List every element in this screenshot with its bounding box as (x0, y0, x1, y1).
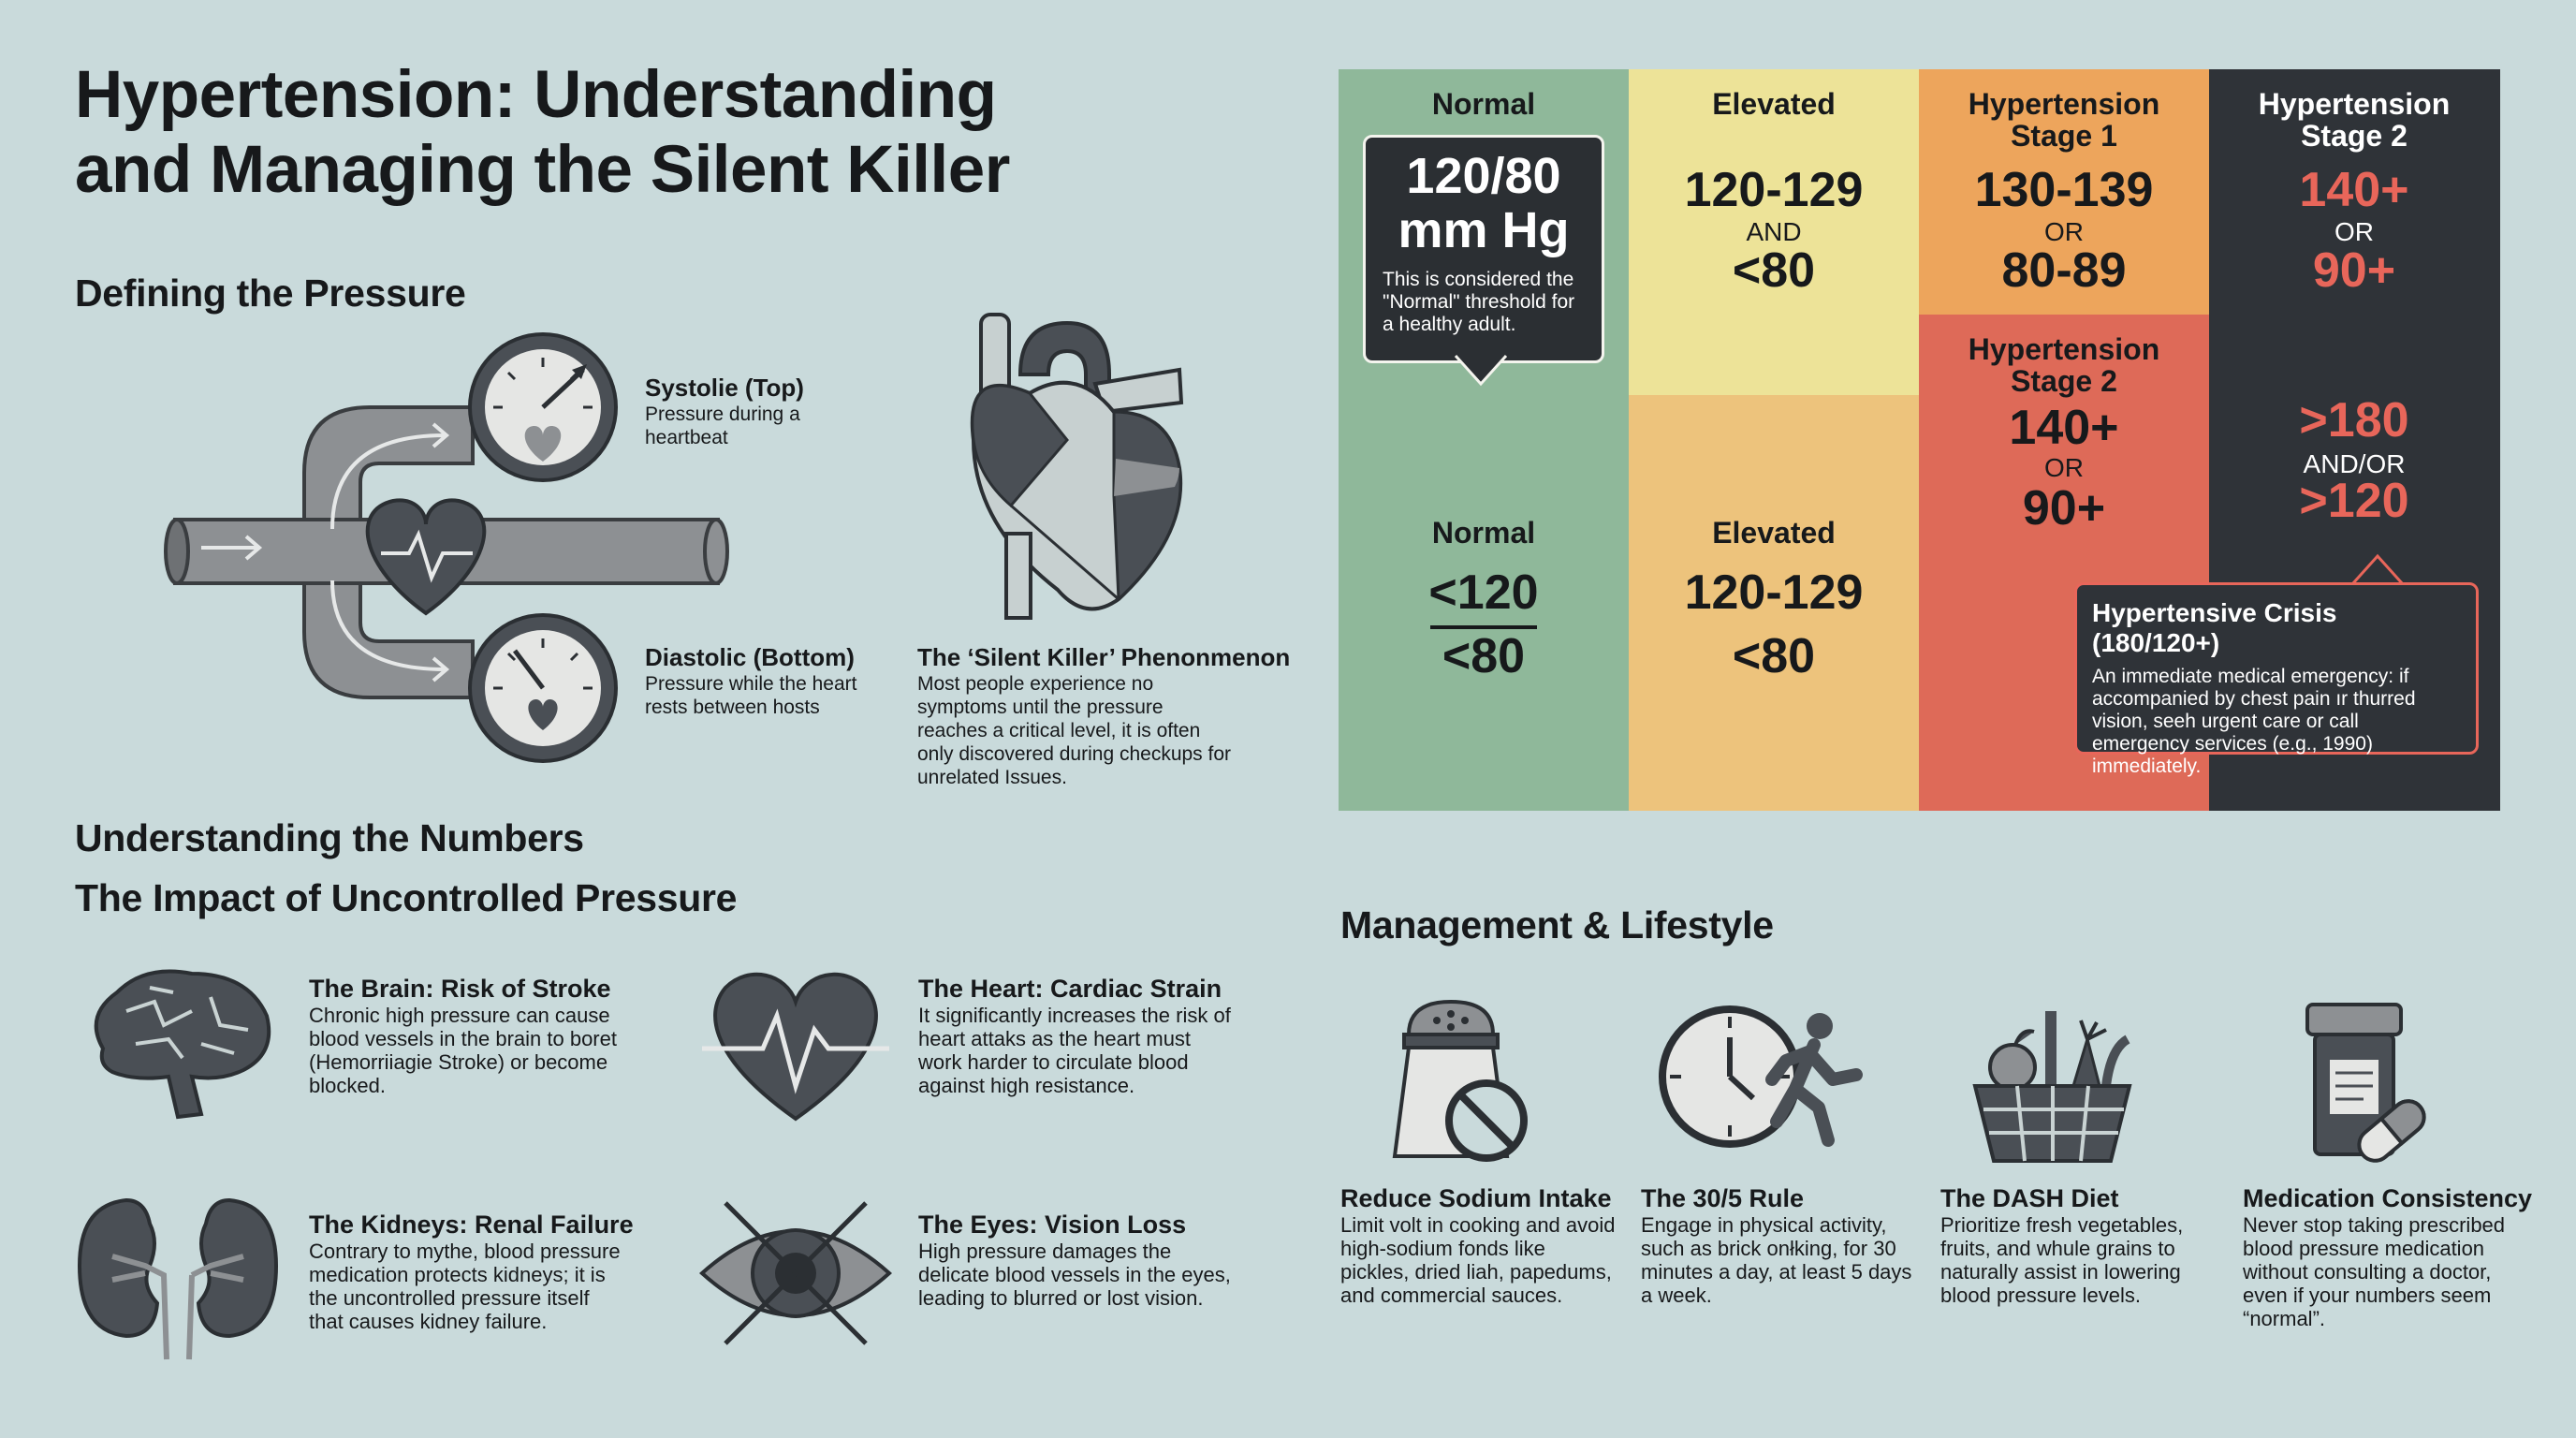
salt-shaker-icon (1392, 999, 1528, 1162)
normal-label: Normal (1431, 516, 1536, 550)
stage2-mid-header-line1: Hypertension (1968, 332, 2160, 366)
stage1-header: Hypertension Stage 1 (1919, 88, 2209, 152)
management-heading: Management & Lifestyle (1340, 903, 1774, 946)
crisis-desc: An immediate medical emergency: if accom… (2092, 666, 2416, 777)
elevated-systolic: 120-129 (1684, 565, 1864, 620)
crossed-eye-icon (699, 1201, 892, 1345)
systolic-caption: Systolie (Top) Pressure during a heartbe… (645, 373, 832, 449)
heart-pulse-icon (702, 972, 889, 1122)
impact-item-kidneys: The Kidneys: Renal Failure Contrary to m… (309, 1210, 634, 1333)
diastolic-title: Diastolic (Bottom) (645, 643, 855, 671)
title-line-1: Hypertension: Understanding (75, 58, 997, 132)
diastolic-desc: Pressure while the heart rests between h… (645, 673, 857, 718)
elevated-top-diastolic: <80 (1732, 243, 1816, 298)
management-title: The DASH Diet (1940, 1184, 2119, 1212)
normal-bubble: 120/80 mm Hg This is considered the "Nor… (1363, 135, 1604, 363)
impact-desc: Contrary to mythe, blood pressure medica… (309, 1240, 621, 1333)
management-item-sodium: Reduce Sodium Intake Limit volt in cooki… (1340, 1183, 1617, 1307)
kidneys-icon (77, 1197, 279, 1360)
clock-runner-icon (1659, 1005, 1863, 1148)
stage2-systolic: 140+ (2299, 163, 2409, 217)
elevated-header: Elevated (1712, 87, 1836, 121)
crisis-pointer (2350, 553, 2405, 586)
fraction-divider (1430, 625, 1537, 629)
impact-title: The Kidneys: Renal Failure (309, 1211, 634, 1239)
impact-item-brain: The Brain: Risk of Stroke Chronic high p… (309, 974, 627, 1097)
management-item-dash: The DASH Diet Prioritize fresh vegetable… (1940, 1183, 2217, 1307)
elevated-diastolic: <80 (1732, 629, 1816, 683)
normal-header: Normal (1431, 87, 1536, 121)
stage1-systolic: 130-139 (1974, 163, 2154, 217)
normal-bubble-note: This is considered the "Normal" threshol… (1383, 269, 1575, 335)
bubble-pointer (1454, 354, 1508, 387)
crisis-diastolic: >120 (2299, 474, 2409, 528)
stage2-joiner: OR (2334, 217, 2374, 246)
crisis-systolic: >180 (2299, 393, 2409, 448)
silent-killer-caption: The ‘Silent Killer’ Phenonmenon Most peo… (917, 642, 1290, 789)
management-title: Medication Consistency (2243, 1184, 2533, 1212)
stage2-mid-header: Hypertension Stage 2 (1919, 333, 2209, 397)
stage2-diastolic: 90+ (2312, 243, 2396, 298)
stage1-header-line1: Hypertension (1968, 87, 2160, 121)
normal-bubble-value: 120/80 (1406, 148, 1561, 204)
impact-item-eyes: The Eyes: Vision Loss High pressure dama… (918, 1210, 1237, 1310)
impact-title: The Eyes: Vision Loss (918, 1211, 1187, 1239)
management-title: Reduce Sodium Intake (1340, 1184, 1612, 1212)
artery-gauge-icon (164, 332, 729, 763)
food-basket-icon (1972, 1011, 2132, 1163)
elevated-top-block (1629, 69, 1919, 395)
management-desc: Prioritize fresh vegetables, fruits, and… (1940, 1213, 2184, 1307)
impact-desc: High pressure damages the delicate blood… (918, 1240, 1231, 1310)
impact-heading: The Impact of Uncontrolled Pressure (75, 876, 738, 919)
bp-category-chart: Normal 120/80 mm Hg This is considered t… (1339, 69, 2500, 811)
diastolic-caption: Diastolic (Bottom) Pressure while the he… (645, 642, 879, 719)
normal-diastolic: <80 (1442, 629, 1526, 683)
stage2-mid-diastolic: 90+ (2022, 481, 2106, 536)
defining-heading: Defining the Pressure (75, 271, 466, 315)
stage2-header: Hypertension Stage 2 (2209, 88, 2499, 152)
impact-title: The Brain: Risk of Stroke (309, 975, 611, 1003)
elevated-label: Elevated (1712, 516, 1836, 550)
impact-title: The Heart: Cardiac Strain (918, 975, 1222, 1003)
pill-bottle-icon (2305, 1003, 2426, 1163)
normal-systolic: <120 (1428, 565, 1539, 620)
silent-killer-title: The ‘Silent Killer’ Phenonmenon (917, 643, 1291, 671)
management-item-medication: Medication Consistency Never stop taking… (2243, 1183, 2532, 1330)
stage2-header-line2: Stage 2 (2301, 119, 2408, 153)
title-line-2: and Managing the Silent Killer (75, 133, 1010, 207)
brain-icon (94, 969, 271, 1120)
elevated-bottom-block (1629, 395, 1919, 811)
management-item-exercise: The 30/5 Rule Engage in physical activit… (1641, 1183, 1917, 1307)
impact-item-heart: The Heart: Cardiac Strain It significant… (918, 974, 1237, 1097)
numbers-heading: Understanding the Numbers (75, 816, 584, 859)
stage1-header-line2: Stage 1 (2011, 119, 2117, 153)
management-title: The 30/5 Rule (1641, 1184, 1805, 1212)
normal-bubble-unit: mm Hg (1398, 202, 1570, 258)
stage2-mid-header-line2: Stage 2 (2011, 364, 2117, 398)
silent-killer-desc: Most people experience no symptoms until… (917, 673, 1232, 788)
impact-desc: It significantly increases the risk of h… (918, 1004, 1231, 1097)
management-desc: Engage in physical activity, such as bri… (1641, 1213, 1912, 1307)
crisis-callout: Hypertensive Crisis (180/120+) An immedi… (2074, 582, 2479, 777)
stage1-joiner: OR (2044, 217, 2084, 246)
anatomical-heart-icon (970, 313, 1184, 620)
crisis-joiner: AND/OR (2303, 449, 2406, 478)
stage1-diastolic: 80-89 (2001, 243, 2127, 298)
page-title: Hypertension: Understanding and Managing… (75, 58, 1010, 208)
stage2-header-line1: Hypertension (2258, 87, 2451, 121)
elevated-top-joiner: AND (1746, 217, 1802, 246)
crisis-title: Hypertensive Crisis (180/120+) (2092, 598, 2337, 657)
management-desc: Limit volt in cooking and avoid high-sod… (1340, 1213, 1616, 1307)
stage2-mid-joiner: OR (2044, 453, 2084, 482)
stage2-mid-systolic: 140+ (2009, 401, 2119, 455)
systolic-desc: Pressure during a heartbeat (645, 404, 800, 448)
management-desc: Never stop taking prescribed blood press… (2243, 1213, 2506, 1330)
systolic-title: Systolie (Top) (645, 374, 804, 402)
impact-desc: Chronic high pressure can cause blood ve… (309, 1004, 617, 1097)
elevated-top-systolic: 120-129 (1684, 163, 1864, 217)
stage1-block (1919, 69, 2209, 315)
